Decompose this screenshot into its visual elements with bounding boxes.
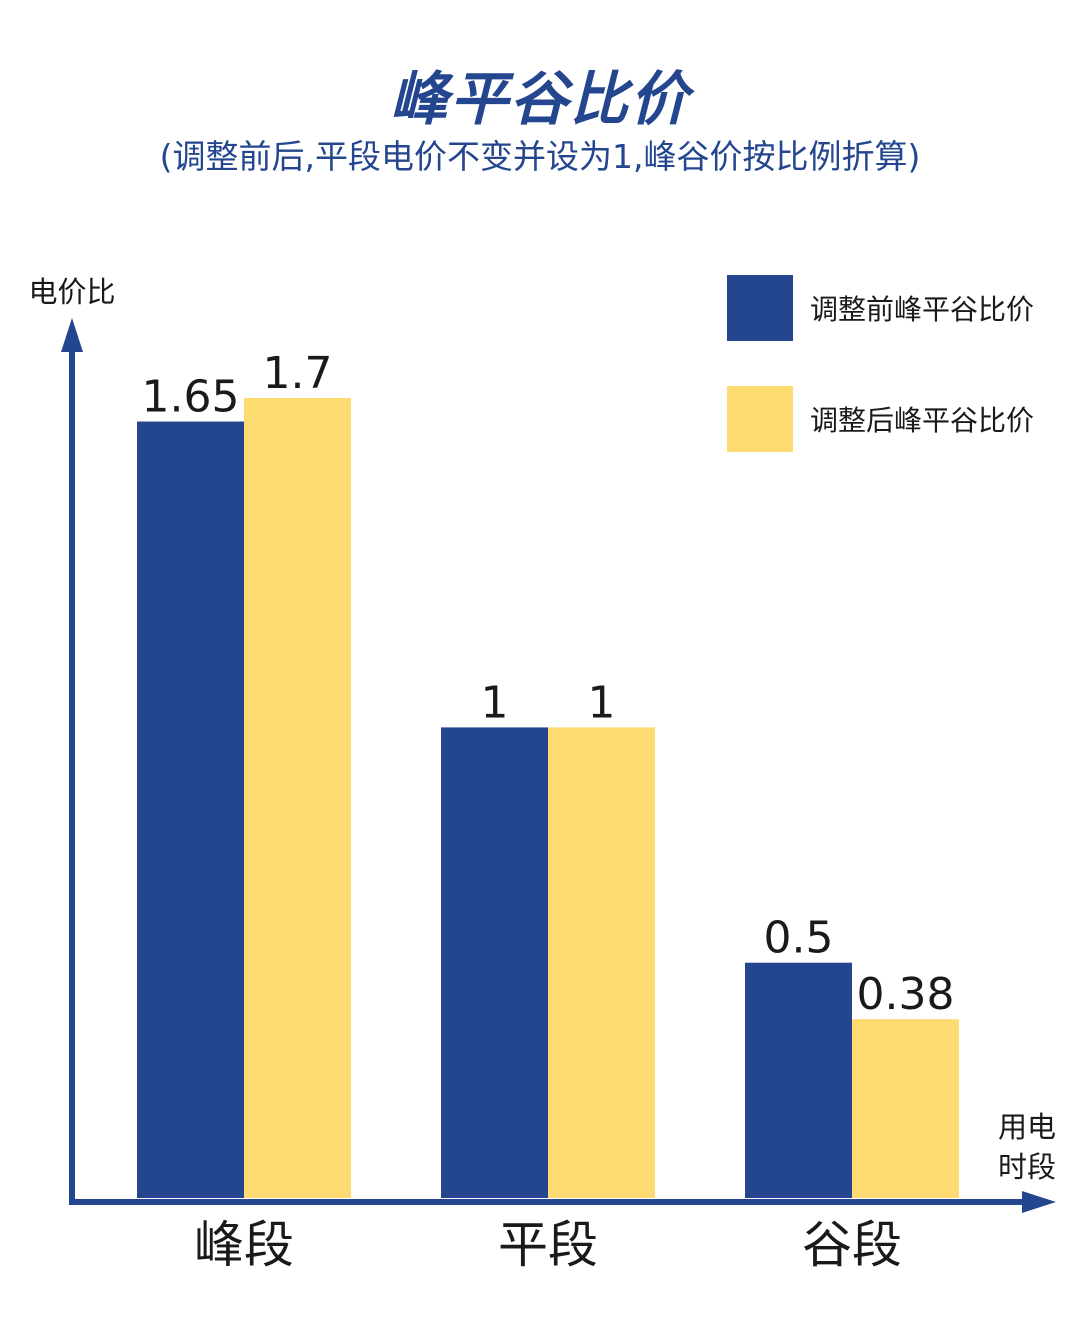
bar-after-1 [548, 727, 655, 1198]
legend-swatch-before [727, 275, 793, 341]
value-label: 1 [588, 677, 616, 728]
chart-title: 峰平谷比价 [389, 65, 690, 133]
bar-after-2 [852, 1019, 959, 1198]
x-axis-arrow-icon [1022, 1191, 1056, 1213]
value-label: 1.65 [142, 372, 240, 423]
category-label: 平段 [498, 1216, 598, 1274]
x-axis-label: 用电 [998, 1110, 1056, 1144]
chart-subtitle: (调整前后,平段电价不变并设为1,峰谷价按比例折算) [159, 137, 921, 176]
category-label: 峰段 [194, 1216, 294, 1274]
legend-label: 调整后峰平谷比价 [810, 404, 1034, 437]
bar-before-1 [441, 727, 548, 1198]
legend-label: 调整前峰平谷比价 [810, 293, 1034, 326]
value-label: 0.5 [764, 913, 834, 964]
bar-before-0 [137, 421, 244, 1198]
bar-after-0 [244, 398, 351, 1198]
x-axis-label: 时段 [998, 1150, 1056, 1184]
y-axis-arrow-icon [61, 318, 83, 352]
y-axis-label: 电价比 [28, 275, 115, 309]
value-label: 0.38 [857, 969, 955, 1020]
bar-before-2 [745, 962, 852, 1198]
legend-swatch-after [727, 386, 793, 452]
value-label: 1.7 [263, 348, 333, 399]
category-label: 谷段 [802, 1216, 902, 1274]
value-label: 1 [481, 677, 509, 728]
